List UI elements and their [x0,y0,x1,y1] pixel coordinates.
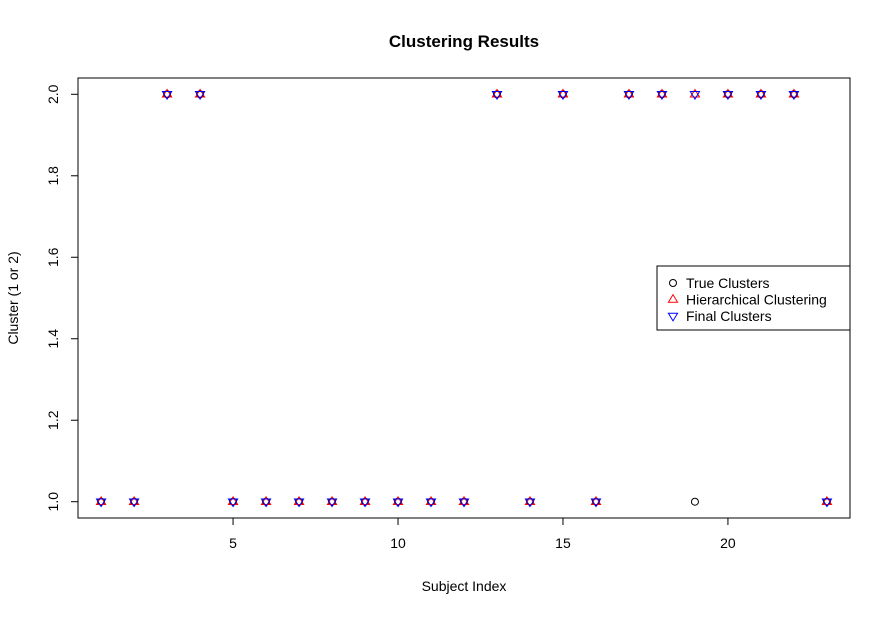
hierarchical-clustering-point [755,88,767,98]
final-clusters-point [227,498,239,508]
hierarchical-clustering-point [821,495,833,505]
hierarchical-clustering-point [392,495,404,505]
x-tick-label: 5 [229,535,237,551]
final-clusters-point [656,91,668,101]
y-tick-label: 1.6 [45,247,61,267]
hierarchical-clustering-point [326,495,338,505]
data-points [95,88,833,508]
final-clusters-point [557,91,569,101]
x-tick-label: 10 [390,535,406,551]
legend-marker [667,293,679,303]
final-clusters-point [788,91,800,101]
hierarchical-clustering-point [425,495,437,505]
final-clusters-point [392,498,404,508]
y-tick-label: 1.8 [45,166,61,186]
final-clusters-point [623,91,635,101]
hierarchical-clustering-point [656,88,668,98]
y-tick-label: 2.0 [45,84,61,104]
x-axis: 5 10 15 20 [229,517,736,551]
hierarchical-clustering-point [524,495,536,505]
final-clusters-point [722,91,734,101]
y-tick-label: 1.4 [45,329,61,349]
hierarchical-clustering-point [557,88,569,98]
hierarchical-clustering-point [689,88,701,98]
legend-label: Final Clusters [686,308,772,324]
x-tick-label: 20 [720,535,736,551]
hierarchical-clustering-point [128,495,140,505]
true-clusters-point [690,497,699,506]
hierarchical-clustering-point [260,495,272,505]
legend-marker [669,279,677,287]
hierarchical-clustering-point [623,88,635,98]
final-clusters-point [194,91,206,101]
x-axis-label: Subject Index [422,578,507,594]
final-clusters-point [161,91,173,101]
chart-title: Clustering Results [389,32,539,51]
hierarchical-clustering-point [227,495,239,505]
final-clusters-point [821,498,833,508]
legend-label: Hierarchical Clustering [686,292,827,308]
hierarchical-clustering-point [722,88,734,98]
hierarchical-clustering-point [161,88,173,98]
y-axis-label: Cluster (1 or 2) [5,251,21,344]
final-clusters-point [425,498,437,508]
final-clusters-point [128,498,140,508]
final-clusters-point [326,498,338,508]
final-clusters-point [524,498,536,508]
hierarchical-clustering-point [458,495,470,505]
hierarchical-clustering-point [491,88,503,98]
final-clusters-point [689,91,701,101]
final-clusters-point [590,498,602,508]
final-clusters-point [458,498,470,508]
final-clusters-point [491,91,503,101]
final-clusters-point [260,498,272,508]
hierarchical-clustering-point [293,495,305,505]
hierarchical-clustering-point [788,88,800,98]
hierarchical-clustering-point [590,495,602,505]
legend-marker [667,312,679,322]
x-tick-label: 15 [555,535,571,551]
final-clusters-point [755,91,767,101]
hierarchical-clustering-point [194,88,206,98]
y-tick-label: 1.0 [45,492,61,512]
legend-box [656,265,851,331]
hierarchical-clustering-point [359,495,371,505]
hierarchical-clustering-point [95,495,107,505]
final-clusters-point [293,498,305,508]
y-tick-label: 1.2 [45,410,61,430]
final-clusters-point [95,498,107,508]
final-clusters-point [359,498,371,508]
y-axis: 1.0 1.2 1.4 1.6 1.8 2.0 [45,84,79,512]
legend-label: True Clusters [686,275,770,291]
